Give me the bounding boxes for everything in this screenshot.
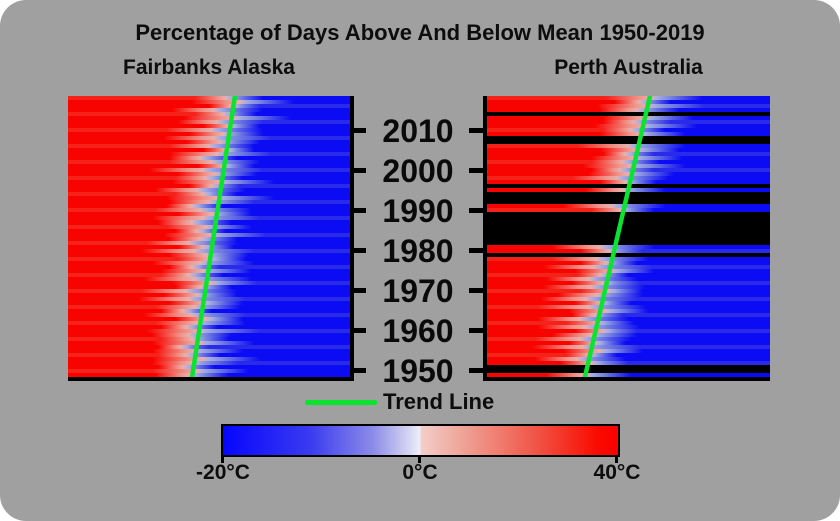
axis-tick-right-1990	[469, 208, 484, 213]
axis-tick-right-1980	[469, 248, 484, 253]
axis-tick-left-1950	[351, 368, 366, 373]
year-tick-label-1970: 1970	[382, 273, 454, 309]
panel-title-perth: Perth Australia	[554, 56, 703, 79]
colorbar-tick-min	[221, 457, 224, 463]
year-tick-label-1960: 1960	[382, 313, 454, 349]
axis-tick-right-1970	[469, 288, 484, 293]
year-tick-label-2010: 2010	[382, 113, 454, 149]
temperature-colorbar	[221, 424, 620, 457]
trend-line-legend-label: Trend Line	[383, 389, 495, 414]
year-tick-label-1950: 1950	[382, 353, 454, 389]
colorbar-tick-mid	[418, 457, 421, 463]
axis-tick-right-1960	[469, 328, 484, 333]
chart-title: Percentage of Days Above And Below Mean …	[135, 20, 705, 45]
fairbanks-heatmap	[68, 96, 354, 381]
trend-line-legend-swatch	[305, 400, 377, 405]
axis-tick-right-2010	[469, 128, 484, 133]
perth-heatmap	[483, 96, 770, 381]
axis-tick-left-1960	[351, 328, 366, 333]
colorbar-label-max: 40°C	[593, 461, 641, 484]
year-tick-label-2000: 2000	[382, 153, 454, 189]
axis-tick-left-1980	[351, 248, 366, 253]
colorbar-label-min: -20°C	[196, 461, 250, 484]
axis-tick-right-2000	[469, 168, 484, 173]
axis-tick-right-1950	[469, 368, 484, 373]
axis-tick-left-1970	[351, 288, 366, 293]
panel-title-fairbanks: Fairbanks Alaska	[123, 56, 295, 79]
axis-tick-left-2010	[351, 128, 366, 133]
heatmap-row-1950	[68, 373, 350, 378]
axis-tick-left-1990	[351, 208, 366, 213]
colorbar-tick-max	[615, 457, 618, 463]
year-tick-label-1990: 1990	[382, 193, 454, 229]
heatmap-row-1950	[487, 373, 770, 378]
colorbar-label-mid: 0°C	[402, 461, 438, 484]
year-tick-label-1980: 1980	[382, 233, 454, 269]
year-axis: 2010 2000 1990 1980 1970 1960 1950	[353, 96, 483, 388]
axis-tick-left-2000	[351, 168, 366, 173]
